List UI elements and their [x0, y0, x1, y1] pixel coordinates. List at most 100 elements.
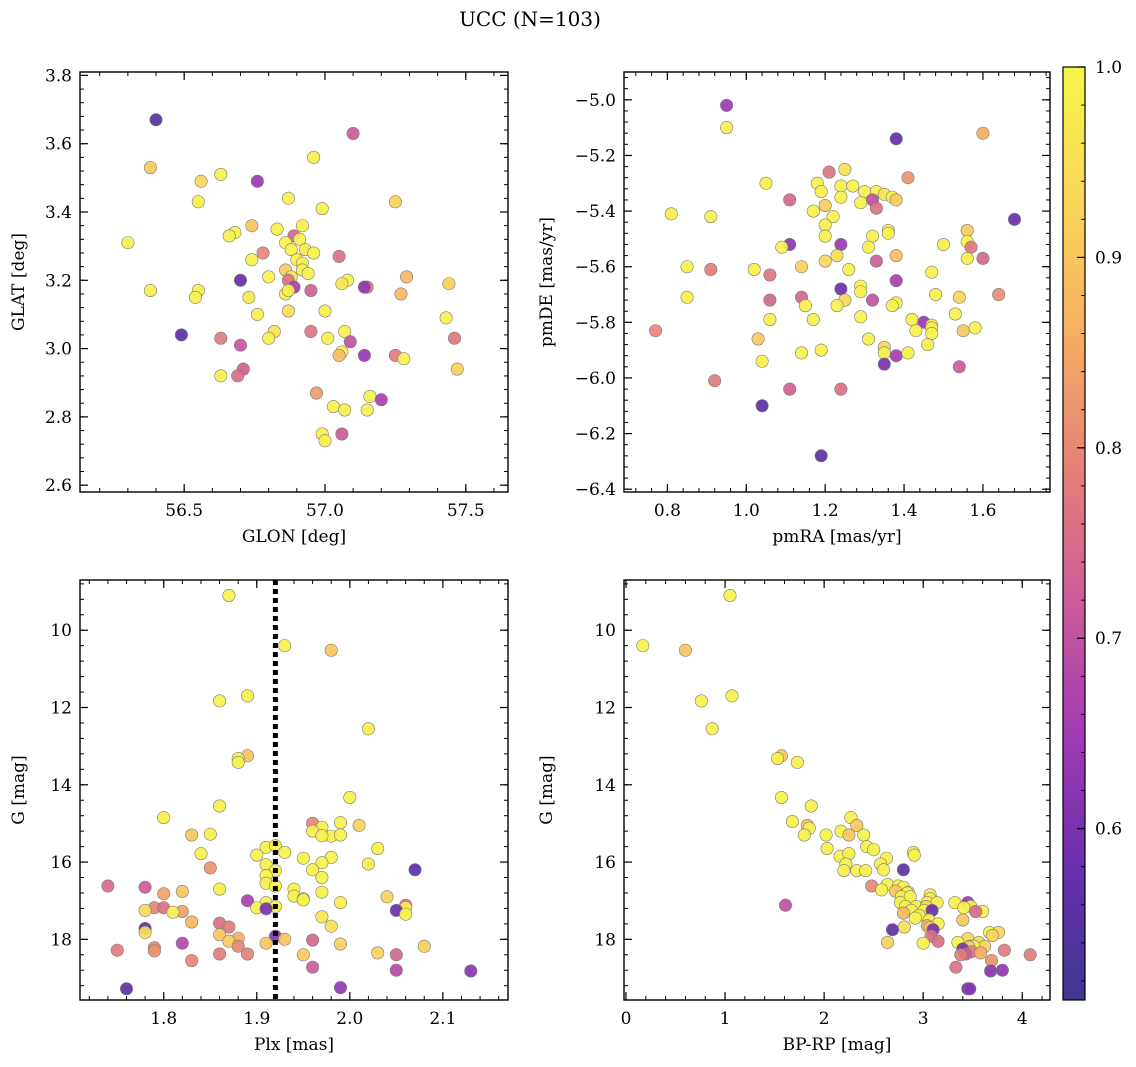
- scatter-point: [284, 243, 298, 257]
- scatter-point: [315, 910, 329, 924]
- scatter-point: [704, 210, 718, 224]
- y-tick-label: −5.4: [575, 202, 616, 222]
- scatter-point: [450, 362, 464, 376]
- x-tick-label: 56.5: [165, 501, 203, 521]
- scatter-point: [326, 400, 340, 414]
- scatter-point: [869, 254, 883, 268]
- scatter-point: [143, 283, 157, 297]
- scatter-point: [214, 369, 228, 383]
- scatter-point: [705, 722, 719, 736]
- x-tick-label: 2.0: [336, 1009, 363, 1029]
- scatter-point: [992, 287, 1006, 301]
- scatter-point: [869, 201, 883, 215]
- scatter-point: [394, 287, 408, 301]
- y-tick-label: 3.2: [45, 271, 72, 291]
- scatter-point: [101, 879, 115, 893]
- scatter-point: [794, 260, 808, 274]
- scatter-point: [755, 354, 769, 368]
- scatter-point: [214, 331, 228, 345]
- scatter-point: [213, 947, 227, 961]
- scatter-point: [194, 174, 208, 188]
- scatter-point: [306, 863, 320, 877]
- scatter-point: [185, 954, 199, 968]
- scatter-point: [837, 864, 851, 878]
- y-axis-label: G [mag]: [537, 755, 557, 824]
- scatter-point: [680, 290, 694, 304]
- x-tick-label: 1: [720, 1009, 731, 1029]
- scatter-point: [956, 913, 970, 927]
- colorbar-tick-label: 0.8: [1095, 439, 1122, 459]
- scatter-point: [814, 185, 828, 199]
- scatter-point: [889, 132, 903, 146]
- scatter-point: [231, 369, 245, 383]
- scatter-point: [907, 848, 921, 862]
- scatter-point: [333, 896, 347, 910]
- y-tick-label: 3.6: [45, 135, 72, 155]
- scatter-point: [957, 901, 971, 915]
- scatter-point: [834, 282, 848, 296]
- x-tick-label: 3: [918, 1009, 929, 1029]
- scatter-point: [694, 694, 708, 708]
- x-tick-label: 2: [819, 1009, 830, 1029]
- y-tick-label: 14: [594, 776, 616, 796]
- scatter-point: [877, 346, 891, 360]
- scatter-point: [969, 904, 983, 918]
- scatter-point: [157, 811, 171, 825]
- scatter-point: [763, 268, 777, 282]
- scatter-point: [149, 113, 163, 127]
- scatter-point: [363, 389, 377, 403]
- scatter-point: [901, 171, 915, 185]
- scatter-point: [974, 946, 988, 960]
- scatter-point: [293, 232, 307, 246]
- y-tick-label: 2.6: [45, 476, 72, 496]
- scatter-point: [814, 343, 828, 357]
- scatter-point: [309, 386, 323, 400]
- scatter-point: [960, 224, 974, 238]
- scatter-point: [804, 799, 818, 813]
- y-tick-label: 2.8: [45, 408, 72, 428]
- y-tick-label: 12: [50, 699, 72, 719]
- scatter-point: [121, 236, 135, 250]
- scatter-point: [954, 948, 968, 962]
- scatter-point: [889, 349, 903, 363]
- scatter-point: [1023, 948, 1037, 962]
- axes-frame: [623, 579, 1051, 1001]
- scatter-point: [960, 251, 974, 265]
- scatter-point: [315, 829, 329, 843]
- scatter-point: [380, 890, 394, 904]
- scatter-point: [270, 222, 284, 236]
- scatter-point: [250, 848, 264, 862]
- panels-layer: 56.5 57.0 57.5 2.6 2.8 3.0 3.2 3.4 3.6 3.8 GLON [d…: [9, 66, 1051, 1055]
- scatter-point: [704, 262, 718, 276]
- scatter-point: [250, 307, 264, 321]
- scatter-point: [723, 588, 737, 602]
- scatter-point: [763, 293, 777, 307]
- scatter-point: [881, 226, 895, 240]
- axes-frame: [79, 71, 509, 493]
- scatter-point: [775, 240, 789, 254]
- scatter-point: [213, 882, 227, 896]
- scatter-point: [361, 857, 375, 871]
- scatter-point: [783, 382, 797, 396]
- scatter-point: [725, 689, 739, 703]
- scatter-point: [333, 816, 347, 830]
- scatter-point: [877, 863, 891, 877]
- scatter-point: [188, 290, 202, 304]
- colorbar-gradient: [1062, 66, 1086, 1001]
- scatter-point: [936, 238, 950, 252]
- y-tick-label: 10: [50, 621, 72, 641]
- scatter-point: [245, 253, 259, 267]
- scatter-point: [985, 928, 999, 942]
- scatter-point: [138, 903, 152, 917]
- figure-title: UCC (N=103): [459, 7, 601, 31]
- scatter-point: [865, 229, 879, 243]
- scatter-point: [259, 902, 273, 916]
- scatter-point: [720, 121, 734, 135]
- scatter-point: [357, 348, 371, 362]
- scatter-point: [278, 932, 292, 946]
- scatter-point: [234, 273, 248, 287]
- y-tick-label: 3.4: [45, 203, 72, 223]
- scatter-point: [143, 161, 157, 175]
